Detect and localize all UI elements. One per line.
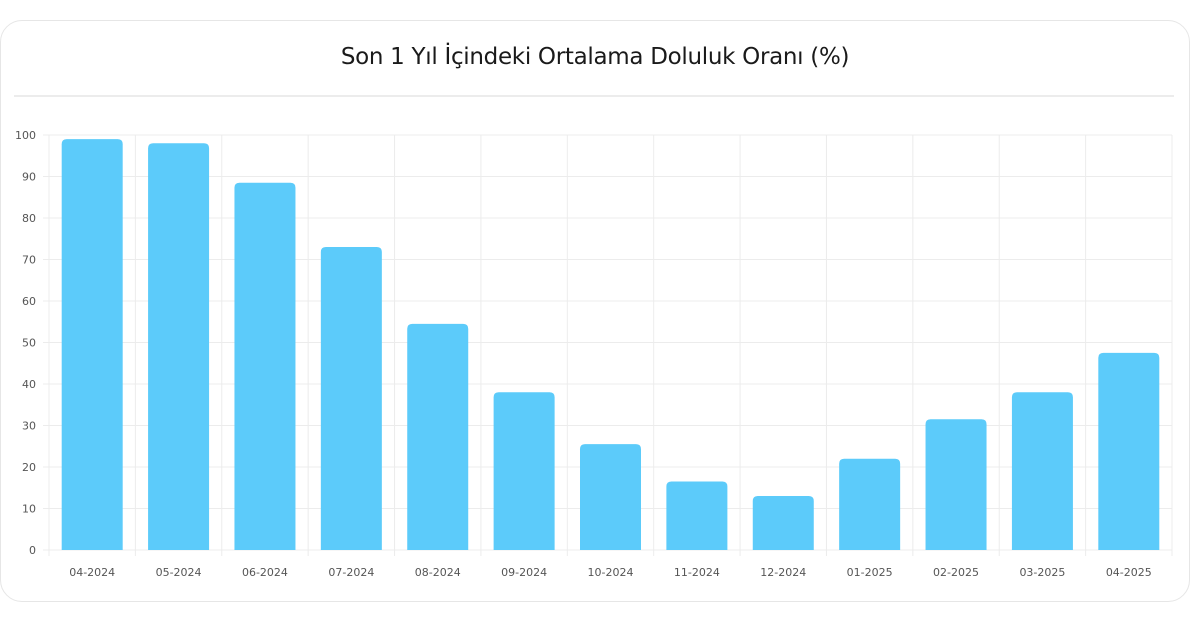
title-divider [14,95,1174,97]
bar-06-2024[interactable] [234,182,296,550]
y-tick-label: 10 [22,503,36,516]
x-tick-label: 04-2024 [69,566,115,579]
x-tick-label: 02-2025 [933,566,979,579]
x-axis-ticks: 04-2024 05-2024 06-2024 07-2024 08-2024 09-20… [69,566,1152,579]
y-tick-label: 100 [15,129,36,142]
bar-11-2024[interactable] [666,481,728,550]
y-tick-label: 80 [22,212,36,225]
x-tick-label: 10-2024 [588,566,634,579]
x-tick-label: 12-2024 [760,566,806,579]
bar-02-2025[interactable] [925,419,987,550]
bar-01-2025[interactable] [839,458,901,550]
x-tick-label: 04-2025 [1106,566,1152,579]
y-tick-label: 60 [22,295,36,308]
bar-09-2024[interactable] [493,392,555,550]
x-tick-label: 06-2024 [242,566,288,579]
bar-05-2024[interactable] [148,143,210,551]
bar-12-2024[interactable] [752,496,814,550]
x-tick-label: 08-2024 [415,566,461,579]
bar-08-2024[interactable] [407,323,469,550]
x-tick-label: 03-2025 [1019,566,1065,579]
y-tick-label: 20 [22,461,36,474]
bar-10-2024[interactable] [580,444,641,550]
x-tick-label: 11-2024 [674,566,720,579]
y-tick-label: 50 [22,337,36,350]
y-tick-label: 40 [22,378,36,391]
bar-04-2024[interactable] [61,139,123,550]
y-tick-label: 30 [22,420,36,433]
bar-04-2025[interactable] [1098,352,1160,550]
bar-03-2025[interactable] [1011,392,1073,550]
y-tick-label: 90 [22,171,36,184]
y-tick-label: 0 [29,544,36,557]
chart-title: Son 1 Yıl İçindeki Ortalama Doluluk Oran… [340,44,850,70]
x-tick-label: 05-2024 [156,566,202,579]
bars [61,139,1160,551]
x-tick-label: 09-2024 [501,566,547,579]
y-axis-ticks: 0 10 20 30 40 50 60 70 80 90 100 [15,129,36,557]
x-tick-label: 01-2025 [847,566,893,579]
y-tick-label: 70 [22,254,36,267]
x-tick-label: 07-2024 [328,566,374,579]
bar-07-2024[interactable] [320,247,382,551]
